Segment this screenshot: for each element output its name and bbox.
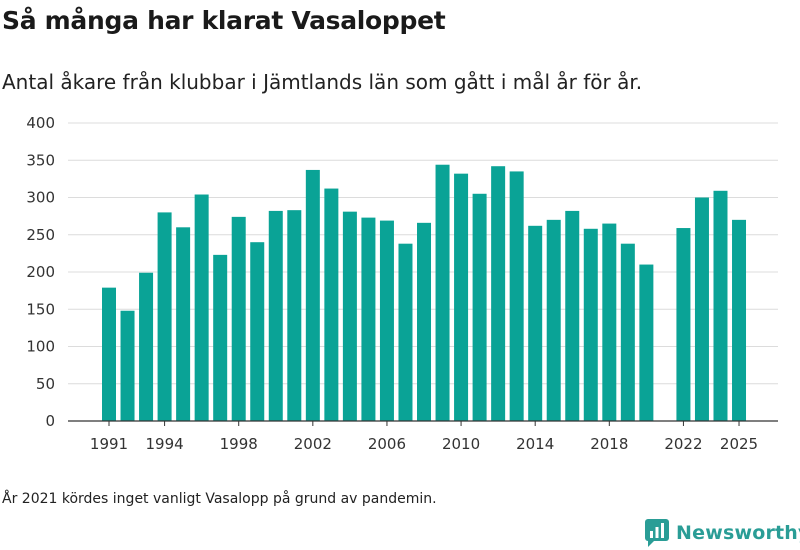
bar bbox=[176, 227, 191, 421]
bar bbox=[287, 210, 302, 421]
bar bbox=[398, 243, 413, 421]
bar bbox=[454, 173, 469, 421]
footnote: År 2021 kördes inget vanligt Vasalopp på… bbox=[2, 491, 437, 507]
bar bbox=[583, 228, 598, 421]
x-tick-label: 2022 bbox=[664, 435, 702, 453]
bar bbox=[139, 272, 154, 421]
bar bbox=[250, 242, 265, 421]
bar bbox=[231, 216, 246, 421]
x-tick-label: 1994 bbox=[145, 435, 183, 453]
bar bbox=[491, 166, 506, 421]
bar bbox=[435, 164, 450, 421]
bar bbox=[528, 225, 543, 421]
y-tick-label: 200 bbox=[26, 263, 55, 281]
y-tick-label: 50 bbox=[36, 375, 55, 393]
x-tick-label: 1998 bbox=[220, 435, 258, 453]
y-tick-label: 250 bbox=[26, 226, 55, 244]
newsworthy-logo-text: Newsworthy bbox=[676, 522, 800, 544]
newsworthy-logo: Newsworthy bbox=[645, 519, 800, 547]
x-tick-label: 2018 bbox=[590, 435, 628, 453]
bar bbox=[509, 171, 524, 421]
bar bbox=[417, 222, 432, 421]
bar bbox=[268, 210, 283, 421]
y-tick-label: 0 bbox=[45, 412, 55, 430]
bar bbox=[213, 254, 228, 421]
bar bbox=[120, 310, 135, 421]
chart-title: Så många har klarat Vasaloppet bbox=[2, 6, 446, 35]
chart-subtitle: Antal åkare från klubbar i Jämtlands län… bbox=[2, 70, 643, 94]
bar bbox=[324, 188, 339, 421]
bar bbox=[361, 217, 376, 421]
newsworthy-logo-icon bbox=[645, 519, 669, 547]
x-tick-label: 2006 bbox=[368, 435, 406, 453]
bar bbox=[639, 264, 654, 421]
x-tick-label: 1991 bbox=[90, 435, 128, 453]
bar bbox=[305, 169, 320, 421]
bar bbox=[194, 194, 209, 421]
bar bbox=[157, 212, 172, 421]
bar bbox=[379, 220, 394, 421]
bar bbox=[102, 287, 116, 421]
x-tick-label: 2025 bbox=[720, 435, 758, 453]
bar bbox=[620, 243, 635, 421]
x-tick-label: 2002 bbox=[294, 435, 332, 453]
bar bbox=[694, 197, 709, 421]
bar bbox=[676, 228, 691, 421]
y-tick-label: 150 bbox=[26, 300, 55, 318]
bar bbox=[732, 219, 747, 421]
bar bbox=[713, 190, 728, 421]
bar bbox=[546, 219, 561, 421]
bar bbox=[565, 210, 580, 421]
y-tick-label: 100 bbox=[26, 338, 55, 356]
bar bbox=[602, 223, 617, 421]
y-tick-label: 300 bbox=[26, 189, 55, 207]
bar bbox=[472, 193, 487, 421]
y-tick-label: 400 bbox=[26, 114, 55, 132]
y-tick-label: 350 bbox=[26, 151, 55, 169]
x-tick-label: 2010 bbox=[442, 435, 480, 453]
x-tick-label: 2014 bbox=[516, 435, 554, 453]
bar bbox=[342, 211, 357, 421]
